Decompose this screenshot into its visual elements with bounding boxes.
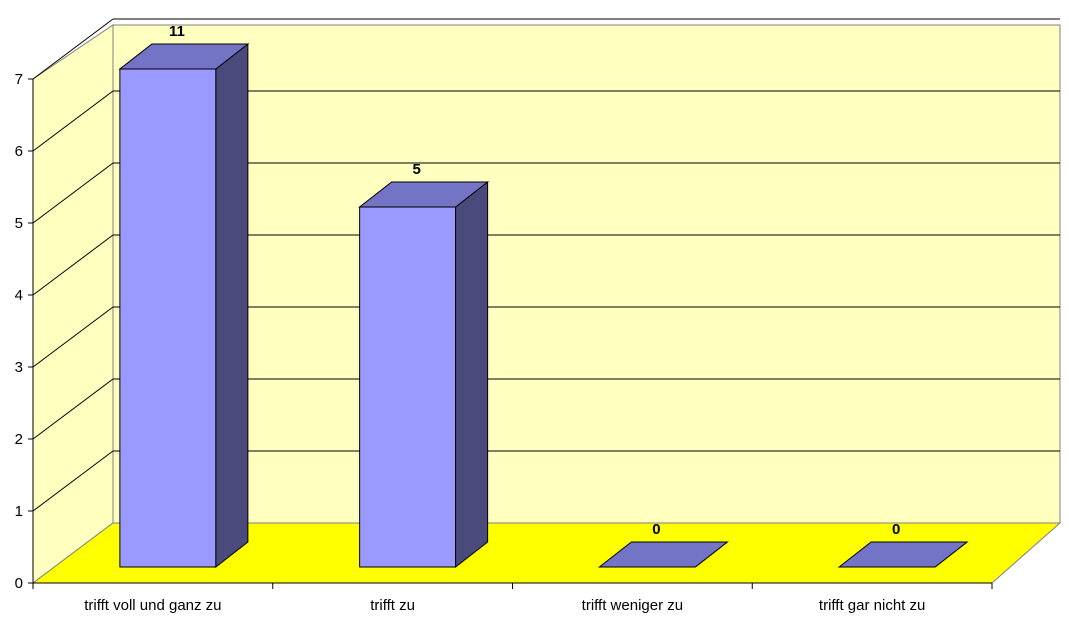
x-tick-label: trifft voll und ganz zu: [84, 597, 221, 614]
y-tick-labels: 0 1 2 3 4 5 6 7: [15, 71, 23, 592]
bar-top: [358, 181, 490, 208]
chart-walls: [32, 24, 1061, 584]
bar-top: [597, 541, 729, 568]
bar-top: [837, 541, 969, 568]
gridline-diagonal: [32, 90, 114, 152]
y-tick-label: 6: [15, 143, 23, 160]
gridline-diagonal: [32, 450, 114, 512]
y-tick-label: 7: [15, 71, 23, 88]
x-tick-label: trifft gar nicht zu: [819, 597, 925, 614]
x-tick-labels: trifft voll und ganz zu trifft zu trifft w…: [84, 597, 925, 614]
y-tick-label: 2: [15, 431, 23, 448]
y-tick-label: 4: [15, 287, 23, 304]
bar: [118, 42, 250, 569]
data-labels: 11 5 0 0: [169, 23, 900, 538]
gridline-diagonal: [32, 162, 114, 224]
back-wall: [112, 24, 1061, 524]
gridline-diagonal: [32, 234, 114, 296]
gridline-diagonal: [32, 378, 114, 440]
y-tick-label: 0: [15, 575, 23, 592]
y-tick-label: 5: [15, 215, 23, 232]
data-label: 11: [169, 23, 185, 40]
bar-side: [455, 180, 489, 569]
x-tick-label: trifft zu: [370, 597, 415, 614]
bar-top: [118, 43, 250, 70]
data-label: 0: [652, 521, 660, 538]
bar-front: [359, 206, 457, 568]
bar-front: [119, 68, 217, 568]
x-tick-label: trifft weniger zu: [582, 597, 683, 614]
data-label: 5: [412, 161, 420, 178]
gridlines: [32, 18, 1060, 512]
y-tick-label: 1: [15, 503, 23, 520]
gridline-diagonal: [32, 306, 114, 368]
side-wall: [32, 24, 114, 584]
axes: [28, 78, 993, 589]
bars: [118, 42, 969, 569]
bar-side: [215, 42, 249, 569]
bar: [358, 180, 490, 569]
y-tick-label: 3: [15, 359, 23, 376]
gridline-diagonal: [32, 18, 114, 80]
bar: [597, 541, 729, 568]
data-label: 0: [892, 521, 900, 538]
bar: [837, 541, 969, 568]
